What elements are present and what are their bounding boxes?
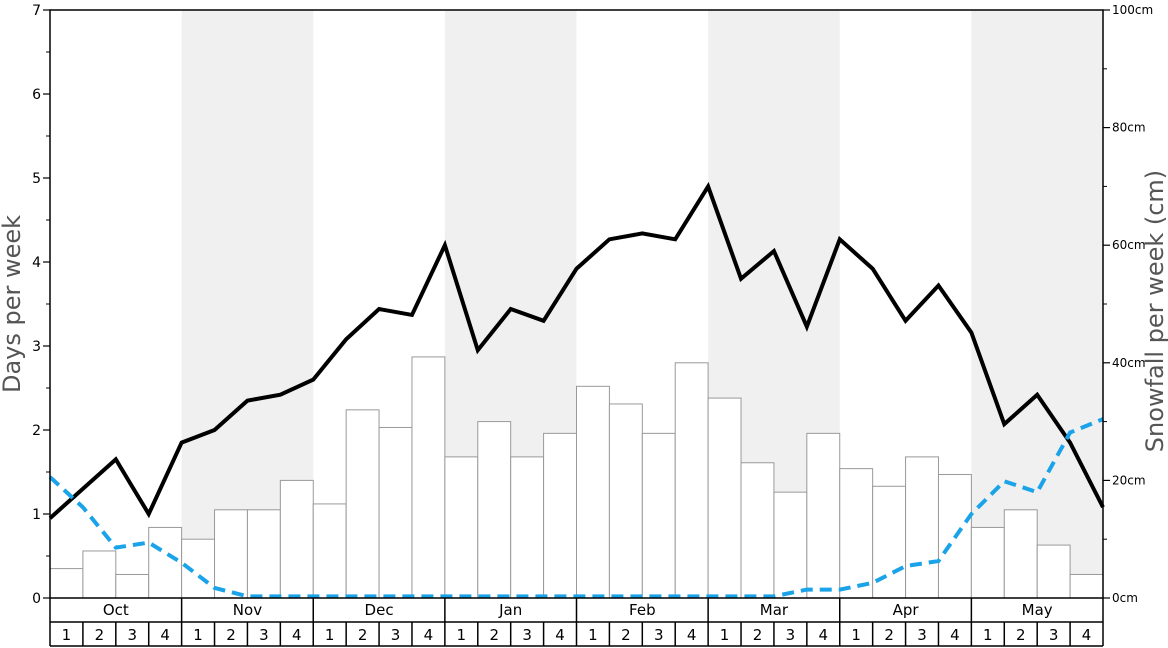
- week-label: 3: [391, 626, 401, 644]
- week-label: 3: [522, 626, 532, 644]
- snowfall-bars: [49, 356, 1104, 599]
- week-label: 4: [292, 626, 302, 644]
- week-label: 3: [1049, 626, 1059, 644]
- week-label: 4: [950, 626, 960, 644]
- week-label: 3: [917, 626, 927, 644]
- snowfall-bar: [674, 362, 709, 599]
- snowfall-bar: [115, 573, 150, 599]
- week-label: 1: [588, 626, 598, 644]
- snowfall-bar: [707, 397, 742, 599]
- snowfall-bar: [905, 456, 939, 599]
- left-tick-label: 3: [32, 339, 41, 355]
- week-label: 1: [325, 626, 335, 644]
- week-label: 2: [621, 626, 631, 644]
- week-label: 1: [457, 626, 467, 644]
- snowfall-bar: [345, 409, 380, 599]
- left-tick-label: 1: [32, 507, 41, 523]
- month-label-oct: Oct: [103, 601, 129, 619]
- month-label-mar: Mar: [760, 601, 789, 619]
- snowfall-bar: [740, 462, 775, 599]
- x-axis-month-week-table: Oct 1 2 3 4 Nov 1 2 3 4 Dec 1 2 3 4 Jan 1 2 3 4 Feb 1 2 3 4 Mar 1 2…: [49, 598, 1104, 647]
- snowfall-bar: [214, 509, 248, 599]
- week-label: 2: [753, 626, 763, 644]
- snowfall-bar: [279, 479, 314, 599]
- week-label: 2: [489, 626, 499, 644]
- month-label-may: May: [1022, 601, 1053, 619]
- snowfall-bar: [773, 491, 808, 599]
- dashed-series-line: [48, 417, 1104, 599]
- left-tick-label: 4: [32, 255, 41, 271]
- month-label-nov: Nov: [233, 601, 262, 619]
- week-label: 3: [127, 626, 137, 644]
- week-label: 1: [62, 626, 72, 644]
- left-tick-label: 7: [32, 3, 41, 19]
- snowfall-bar: [576, 385, 610, 599]
- snowfall-bar: [970, 526, 1005, 599]
- snowfall-bar: [543, 432, 577, 599]
- right-tick-label: 0cm: [1112, 591, 1138, 605]
- snowfall-bar: [608, 403, 643, 599]
- right-axis-title: Snowfall per week (cm): [1141, 170, 1168, 452]
- week-label: 4: [1082, 626, 1092, 644]
- month-label-apr: Apr: [893, 601, 920, 619]
- week-label: 3: [786, 626, 796, 644]
- snowfall-bar: [411, 356, 446, 599]
- snowfall-bar: [82, 550, 117, 599]
- week-label: 4: [160, 626, 170, 644]
- week-label: 4: [424, 626, 434, 644]
- snowfall-bar: [477, 421, 512, 599]
- left-y-axis: 0 1 2 3 4 5 6 7: [32, 3, 50, 607]
- week-label: 4: [819, 626, 829, 644]
- snowfall-bar: [510, 456, 545, 599]
- snowfall-bar: [378, 426, 413, 599]
- days-per-week-line: [48, 181, 1105, 520]
- week-label: 4: [687, 626, 697, 644]
- right-tick-label: 100cm: [1112, 3, 1153, 17]
- left-tick-label: 6: [32, 87, 41, 103]
- week-label: 2: [358, 626, 368, 644]
- snowfall-bar: [49, 568, 84, 599]
- right-tick-label: 40cm: [1112, 356, 1146, 370]
- snowfall-bar: [641, 432, 676, 599]
- week-label: 2: [95, 626, 105, 644]
- week-label: 2: [226, 626, 236, 644]
- right-tick-label: 60cm: [1112, 238, 1146, 252]
- left-axis-title: Days per week: [0, 215, 26, 393]
- snowfall-bar: [1036, 544, 1071, 599]
- snowfall-bar: [246, 509, 281, 599]
- snowfall-bar: [1003, 509, 1038, 599]
- right-tick-label: 20cm: [1112, 473, 1146, 487]
- left-tick-label: 0: [32, 591, 41, 607]
- month-label-jan: Jan: [498, 601, 522, 619]
- snowfall-bar: [839, 468, 874, 599]
- left-tick-label: 2: [32, 423, 41, 439]
- right-y-axis: 0cm 20cm 40cm 60cm 80cm 100cm: [1103, 3, 1153, 605]
- week-label: 1: [193, 626, 203, 644]
- month-band-may: [971, 10, 1103, 598]
- snowfall-bar: [148, 526, 183, 599]
- snowfall-bar: [444, 456, 479, 599]
- week-label: 3: [654, 626, 664, 644]
- month-label-feb: Feb: [629, 601, 656, 619]
- week-label: 1: [851, 626, 861, 644]
- snowfall-bar: [312, 503, 347, 599]
- snowfall-bar: [806, 432, 841, 599]
- week-label: 2: [884, 626, 894, 644]
- right-tick-label: 80cm: [1112, 121, 1146, 135]
- week-label: 3: [259, 626, 269, 644]
- week-label: 1: [720, 626, 730, 644]
- week-label: 4: [555, 626, 565, 644]
- left-tick-label: 5: [32, 171, 41, 187]
- snowfall-bar: [1069, 573, 1104, 599]
- month-label-dec: Dec: [365, 601, 394, 619]
- week-label: 2: [1016, 626, 1026, 644]
- week-label: 1: [983, 626, 993, 644]
